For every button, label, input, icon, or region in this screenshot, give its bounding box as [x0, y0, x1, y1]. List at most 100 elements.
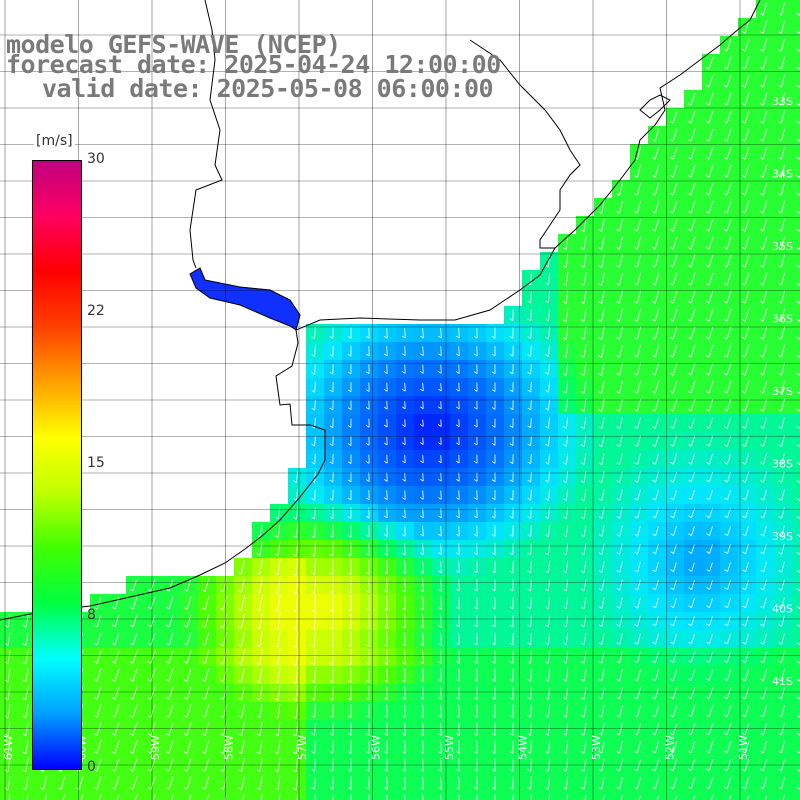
wind-arrow [222, 577, 228, 593]
wind-arrow [726, 38, 732, 52]
wind-arrow-head [778, 786, 782, 790]
wind-arrow-head [796, 247, 800, 250]
wind-arrow-head [183, 606, 188, 610]
wind-arrow [386, 794, 388, 800]
wind-arrow-head [616, 283, 620, 286]
wind-arrow [440, 686, 442, 700]
wind-arrow [781, 110, 785, 124]
wind-arrow-head [760, 300, 764, 304]
wind-arrow [96, 686, 102, 700]
wind-arrow-head [634, 210, 638, 214]
wind-arrow [764, 794, 768, 800]
wind-arrow-head [562, 390, 567, 394]
wind-arrow-head [329, 627, 334, 630]
wind-arrow [691, 598, 695, 608]
wind-arrow-head [669, 282, 674, 286]
wind-arrow-head [438, 353, 442, 357]
wind-arrow [404, 542, 406, 556]
wind-arrow-head [580, 229, 585, 232]
wind-arrow [259, 685, 263, 701]
wind-arrow [565, 398, 569, 412]
wind-arrow-head [329, 715, 334, 719]
wind-arrow-head [256, 534, 261, 538]
wind-arrow [548, 543, 550, 555]
wind-arrow-head [652, 786, 656, 790]
wind-arrow-head [796, 534, 800, 537]
wind-arrow [726, 453, 732, 465]
wind-arrow [672, 326, 678, 340]
wind-arrow-head [509, 733, 514, 736]
wind-arrow-head [598, 426, 603, 430]
wind-arrow [583, 344, 587, 358]
wind-arrow-head [652, 641, 656, 645]
wind-arrow-head [183, 642, 188, 646]
wind-arrow-head [634, 732, 638, 736]
wind-arrow-head [669, 714, 674, 718]
wind-cell [792, 378, 800, 396]
wind-arrow-head [634, 426, 638, 429]
wind-arrow [636, 146, 642, 160]
wind-arrow-head [455, 424, 460, 428]
wind-cell [18, 792, 36, 800]
wind-arrow [241, 631, 245, 647]
wind-arrow-head [580, 319, 585, 322]
wind-arrow [314, 363, 316, 375]
wind-arrow [781, 200, 785, 214]
wind-arrow-head [598, 678, 602, 682]
wind-arrow [726, 308, 732, 322]
wind-arrow [781, 182, 785, 196]
wind-arrow-head [760, 354, 764, 358]
wind-arrow [168, 722, 174, 736]
wind-arrow-head [598, 480, 603, 484]
wind-arrow-head [723, 768, 728, 772]
wind-arrow-head [438, 625, 442, 628]
wind-arrow-head [723, 732, 728, 736]
wind-arrow-head [347, 443, 352, 446]
wind-arrow-head [545, 715, 549, 718]
wind-cell [126, 792, 144, 800]
wind-arrow-head [491, 443, 496, 446]
wind-arrow [241, 649, 245, 665]
wind-arrow-head [616, 444, 620, 448]
wind-arrow-head [705, 120, 710, 124]
longitude-label: 57W [296, 735, 309, 760]
wind-arrow [726, 435, 732, 447]
wind-arrow [655, 562, 659, 572]
wind-arrow-head [634, 497, 638, 501]
wind-arrow-head [438, 733, 442, 736]
wind-arrow [763, 543, 767, 555]
wind-arrow-head [509, 661, 514, 664]
wind-arrow-head [111, 606, 116, 610]
wind-arrow [386, 631, 388, 647]
wind-arrow-head [365, 697, 370, 701]
wind-arrow [295, 648, 299, 666]
wind-arrow [565, 668, 569, 682]
wind-arrow [565, 326, 569, 340]
wind-arrow-head [491, 479, 496, 482]
wind-arrow [530, 309, 532, 321]
wind-arrow [583, 579, 587, 591]
wind-arrow-head [165, 733, 170, 736]
wind-arrow-head [562, 373, 567, 376]
wind-arrow-head [742, 569, 746, 573]
wind-arrow-head [598, 283, 602, 286]
colorbar-tick: 15 [87, 455, 105, 471]
wind-arrow-head [384, 353, 388, 357]
wind-arrow-head [778, 247, 782, 250]
wind-arrow [458, 578, 460, 592]
wind-arrow-head [438, 570, 442, 574]
wind-arrow-head [347, 697, 352, 701]
wind-arrow [690, 362, 696, 376]
wind-arrow [744, 146, 750, 160]
wind-cell [792, 684, 800, 702]
wind-arrow-head [473, 424, 478, 428]
wind-arrow-head [723, 696, 728, 700]
wind-arrow-head [778, 587, 782, 591]
wind-arrow-head [705, 246, 710, 250]
wind-arrow-head [687, 138, 692, 142]
wind-arrow-head [473, 570, 478, 574]
wind-arrow [781, 362, 785, 376]
wind-arrow-head [616, 624, 620, 627]
wind-arrow [565, 561, 569, 573]
wind-arrow [78, 776, 84, 790]
